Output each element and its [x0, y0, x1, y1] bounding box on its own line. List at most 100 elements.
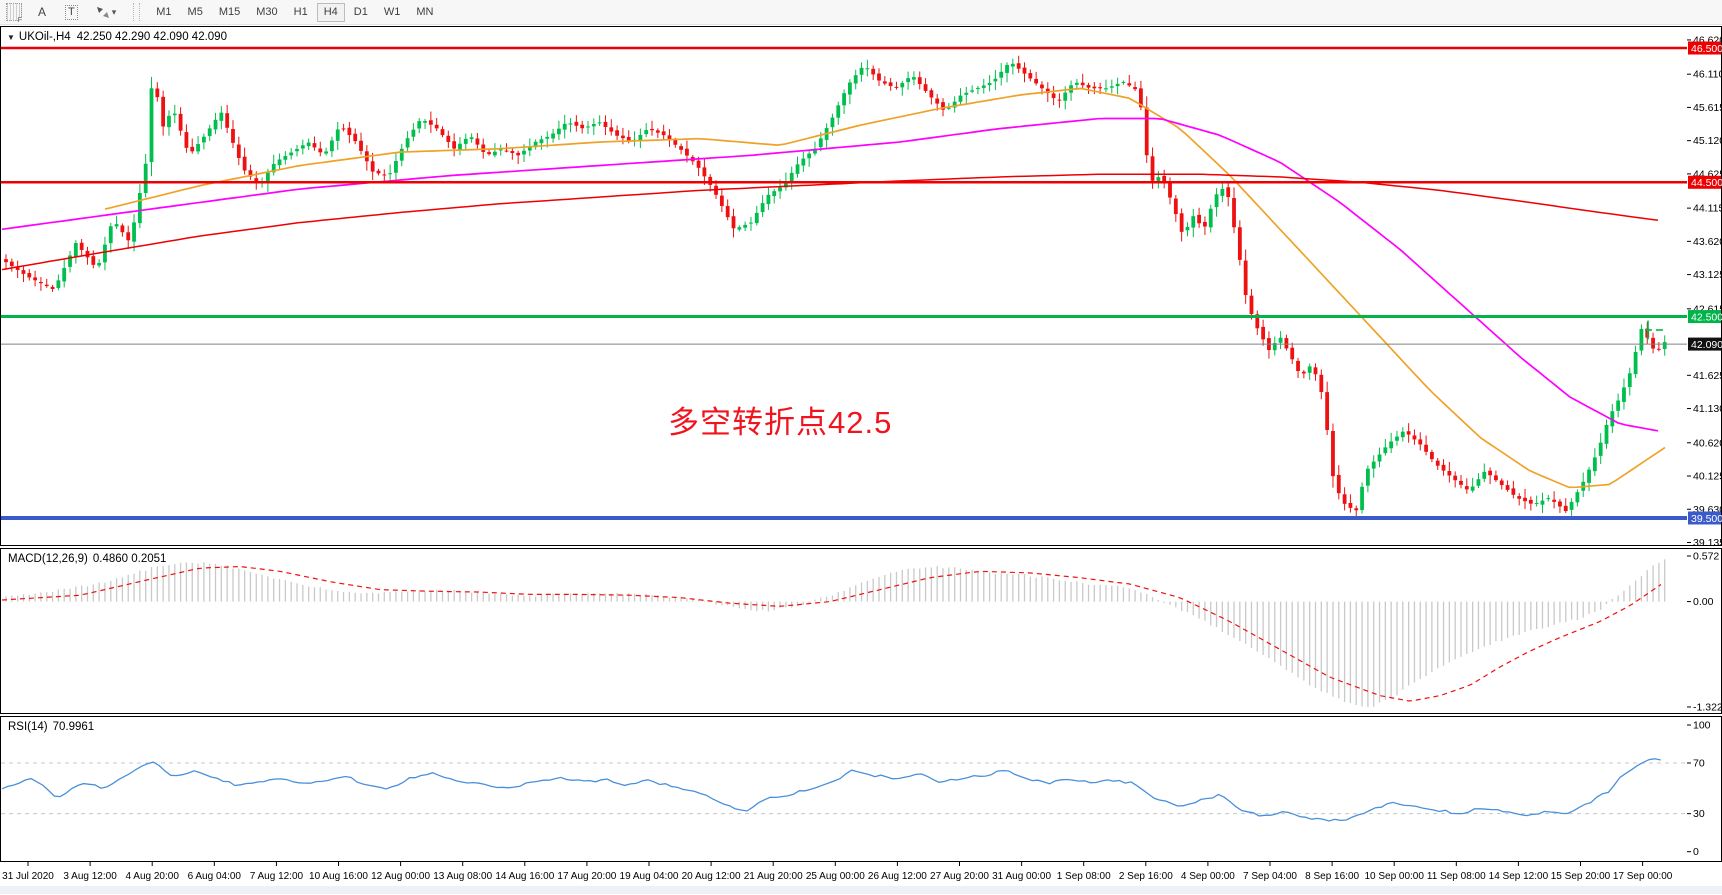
candle — [1226, 187, 1231, 198]
rsi-panel[interactable] — [0, 716, 1722, 862]
candle — [1331, 430, 1335, 477]
price-tick: 39.135 — [1693, 537, 1722, 549]
candle — [999, 71, 1004, 78]
timeframe-M1[interactable]: M1 — [149, 3, 178, 22]
date-axis[interactable]: 31 Jul 2020 3 Aug 12:00 4 Aug 20:00 6 Aug 0… — [2, 861, 1673, 882]
price-scale[interactable]: 46.62046.11045.61545.12044.62544.11543.6… — [1687, 34, 1722, 549]
hline-44.500-badge-label: 44.500 — [1691, 177, 1722, 189]
candle — [376, 170, 381, 174]
candle — [1284, 338, 1289, 349]
candle — [335, 129, 340, 141]
candle — [201, 136, 206, 143]
candle — [661, 131, 666, 136]
hline-46.500-badge — [1688, 41, 1721, 55]
date-label: 14 Aug 16:00 — [495, 871, 554, 882]
candle — [399, 148, 404, 161]
candle — [44, 284, 49, 287]
toolbar-drag-handle[interactable]: F — [6, 3, 22, 24]
candle — [359, 140, 363, 151]
candle — [469, 137, 474, 140]
candle — [946, 107, 951, 109]
candle — [539, 139, 544, 144]
candle — [1511, 488, 1516, 495]
candle — [964, 92, 969, 95]
timeframe-W1[interactable]: W1 — [377, 3, 408, 22]
timeframe-H1[interactable]: H1 — [287, 3, 315, 22]
candle — [248, 170, 253, 177]
candle — [9, 261, 14, 267]
date-label: 17 Sep 00:00 — [1613, 871, 1673, 882]
candle — [1121, 81, 1126, 83]
timeframe-M30[interactable]: M30 — [249, 3, 284, 22]
candle — [1063, 92, 1068, 101]
candle — [743, 224, 748, 228]
candle — [1523, 497, 1527, 502]
timeframe-H4[interactable]: H4 — [316, 2, 345, 22]
date-label: 31 Aug 00:00 — [992, 871, 1051, 882]
timeframe-M5[interactable]: M5 — [181, 3, 210, 22]
rsi-indicator-label: RSI(14) 70.9961 — [8, 721, 94, 733]
chart-canvas[interactable]: 46.62046.11045.61545.12044.62544.11543.6… — [0, 26, 1722, 895]
candle — [149, 88, 154, 163]
candle — [277, 159, 282, 166]
candle — [137, 193, 142, 224]
candle — [1604, 424, 1609, 444]
date-label: 31 Jul 2020 — [2, 871, 54, 882]
text-box-icon: T — [65, 4, 78, 20]
hline-39.500-badge-label: 39.500 — [1691, 513, 1722, 525]
chevron-down-icon: ▾ — [111, 6, 117, 17]
candle — [312, 143, 317, 148]
candle — [673, 139, 678, 145]
arrows-objects-button[interactable]: ▾ — [89, 2, 124, 22]
text-label-button[interactable]: A — [30, 2, 54, 22]
candle — [1173, 198, 1178, 215]
candle — [492, 151, 497, 156]
candle — [586, 126, 590, 128]
candle — [1086, 84, 1091, 88]
timeframe-M15[interactable]: M15 — [212, 3, 247, 22]
candle — [929, 90, 934, 98]
candle — [21, 270, 26, 274]
timeframe-D1[interactable]: D1 — [347, 3, 375, 22]
candle — [330, 140, 334, 152]
bottom-scrollbar[interactable] — [0, 886, 1722, 894]
moving-averages — [1, 87, 1666, 489]
fast-ma-orange — [104, 87, 1666, 489]
symbol-dropdown-icon[interactable]: ▼ — [7, 33, 15, 42]
candle — [498, 149, 503, 151]
candle — [452, 141, 457, 149]
candle — [1296, 360, 1300, 372]
text-box-button[interactable]: T — [58, 2, 85, 22]
candle — [225, 113, 230, 128]
candle — [766, 194, 771, 205]
macd-panel[interactable] — [0, 548, 1722, 714]
candle — [591, 124, 596, 127]
timeframe-MN[interactable]: MN — [409, 3, 440, 22]
candle — [545, 136, 550, 139]
candle — [120, 225, 125, 233]
candle — [1430, 452, 1434, 460]
candle — [958, 95, 963, 102]
candle — [801, 158, 806, 166]
price-panel[interactable] — [0, 26, 1722, 546]
candle — [882, 81, 887, 84]
candle — [213, 119, 218, 130]
rsi-pane-content: 100 70 30 0 — [1, 720, 1711, 858]
candle — [207, 128, 212, 137]
candle — [1598, 442, 1603, 456]
candle — [1109, 86, 1114, 88]
candle — [778, 187, 782, 192]
candle — [1633, 352, 1638, 375]
macd-scale-tick: 0.572 — [1693, 551, 1719, 563]
candle — [679, 146, 684, 150]
candle — [62, 267, 67, 282]
candle — [108, 226, 113, 244]
candle — [1290, 347, 1295, 360]
candle — [1488, 470, 1492, 476]
candle — [609, 127, 614, 132]
candle — [621, 135, 625, 139]
toolbar: F A T ▾ M1 M5 M15 M30 H1 H4 D1 W1 MN — [0, 0, 1722, 25]
candle — [103, 244, 107, 263]
candle — [696, 160, 701, 168]
